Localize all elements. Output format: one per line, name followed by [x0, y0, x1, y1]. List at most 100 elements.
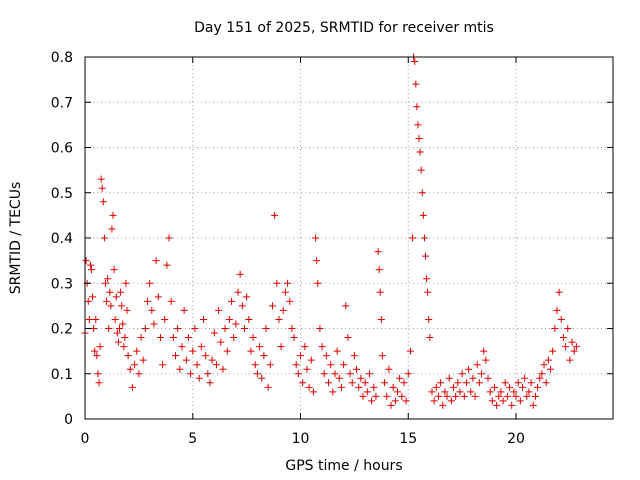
- data-point: [139, 356, 147, 364]
- data-point: [566, 356, 574, 364]
- data-point: [398, 392, 406, 400]
- data-point: [99, 198, 107, 206]
- data-point: [277, 343, 285, 351]
- data-point: [275, 315, 283, 323]
- data-point: [406, 347, 414, 355]
- y-tick-label: 0.2: [51, 322, 73, 338]
- data-point: [340, 361, 348, 369]
- data-point: [100, 234, 108, 242]
- data-point: [434, 392, 442, 400]
- data-point: [262, 325, 270, 332]
- data-point: [161, 315, 169, 323]
- data-point: [452, 392, 460, 400]
- data-point: [368, 397, 376, 405]
- data-point: [396, 374, 404, 382]
- data-point: [256, 343, 264, 351]
- data-point: [101, 279, 109, 287]
- x-tick-label: 10: [292, 431, 310, 447]
- y-tick-label: 0.1: [51, 367, 73, 383]
- data-point: [228, 297, 236, 305]
- data-point: [84, 297, 92, 305]
- data-point: [245, 315, 253, 323]
- data-point: [290, 334, 298, 342]
- data-point: [115, 325, 123, 332]
- data-point: [400, 379, 408, 387]
- data-point: [236, 270, 244, 278]
- data-point: [150, 320, 158, 328]
- data-point: [570, 347, 578, 355]
- data-point: [325, 379, 333, 387]
- data-point: [350, 352, 358, 360]
- x-tick-label: 5: [188, 431, 197, 447]
- data-point: [527, 379, 535, 387]
- data-point: [460, 392, 468, 400]
- y-tick-label: 0.6: [51, 141, 73, 157]
- data-point: [111, 315, 119, 323]
- data-point: [333, 347, 341, 355]
- data-point: [322, 352, 330, 360]
- data-point: [82, 257, 90, 265]
- data-point: [313, 257, 321, 265]
- y-tick-label: 0: [64, 412, 73, 428]
- data-point: [195, 374, 203, 382]
- data-point: [301, 343, 309, 351]
- data-point: [564, 325, 572, 332]
- data-point: [154, 293, 162, 301]
- data-point: [223, 347, 231, 355]
- data-point: [107, 302, 115, 310]
- data-point: [91, 347, 99, 355]
- data-point: [484, 374, 492, 382]
- data-point: [180, 306, 188, 314]
- data-point: [516, 397, 524, 405]
- data-point: [121, 334, 129, 342]
- data-point: [443, 392, 451, 400]
- data-point: [458, 370, 466, 378]
- data-point: [200, 315, 208, 323]
- data-point: [314, 279, 322, 287]
- data-point: [551, 325, 559, 332]
- data-point: [268, 302, 276, 310]
- data-point: [163, 261, 171, 269]
- data-point: [86, 261, 94, 269]
- data-point: [305, 383, 313, 391]
- data-point: [232, 320, 240, 328]
- chart-title: Day 151 of 2025, SRMTID for receiver mti…: [194, 20, 494, 36]
- data-point: [540, 361, 548, 369]
- data-point: [148, 306, 156, 314]
- data-point: [221, 325, 229, 332]
- data-point: [281, 288, 289, 296]
- data-point: [512, 392, 520, 400]
- data-point: [210, 329, 218, 337]
- data-point: [106, 288, 114, 296]
- data-point: [331, 370, 339, 378]
- data-point: [251, 361, 259, 369]
- data-point: [365, 370, 373, 378]
- data-point: [471, 392, 479, 400]
- data-point: [135, 370, 143, 378]
- data-point: [469, 374, 477, 382]
- data-point: [243, 293, 251, 301]
- data-point: [420, 234, 428, 242]
- data-point: [506, 383, 514, 391]
- data-point: [108, 225, 116, 233]
- y-tick-label: 0.5: [51, 186, 73, 202]
- data-point: [404, 370, 412, 378]
- data-point: [94, 370, 102, 378]
- data-point: [193, 361, 201, 369]
- data-point: [531, 392, 539, 400]
- data-point: [318, 343, 326, 351]
- data-point: [425, 315, 433, 323]
- y-tick-label: 0.3: [51, 276, 73, 292]
- data-point: [309, 388, 317, 396]
- data-point: [372, 392, 380, 400]
- y-ticks: 0 0.1 0.2 0.3 0.4 0.5 0.6 0.7 0.8: [51, 50, 613, 428]
- data-point: [547, 365, 555, 373]
- data-point: [430, 397, 438, 405]
- data-point: [555, 288, 563, 296]
- data-point: [342, 302, 350, 310]
- data-point: [353, 365, 361, 373]
- y-tick-label: 0.4: [51, 231, 73, 247]
- data-point: [385, 365, 393, 373]
- data-point: [417, 166, 425, 174]
